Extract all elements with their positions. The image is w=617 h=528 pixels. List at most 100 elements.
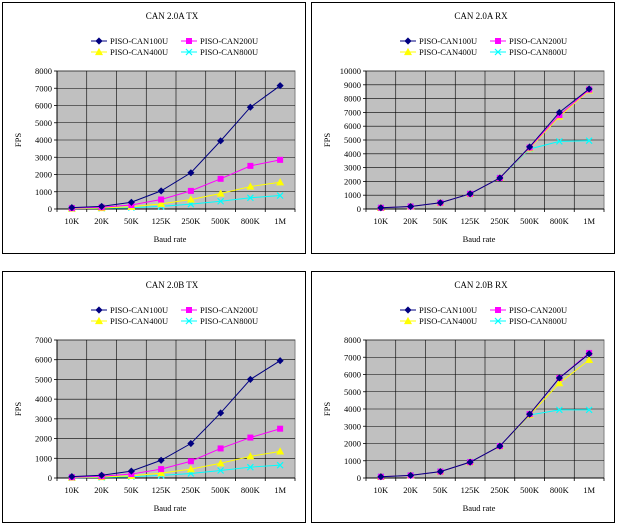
- legend-marker: [494, 48, 502, 56]
- legend-label: PISO-CAN200U: [509, 36, 567, 46]
- legend-item: PISO-CAN100U: [400, 36, 477, 46]
- legend: PISO-CAN100U PISO-CAN200U PISO-CAN400U PISO…: [400, 36, 567, 57]
- y-tick-label: 2000: [35, 434, 52, 444]
- x-tick-label: 10K: [374, 216, 390, 226]
- legend-marker: [186, 37, 193, 44]
- data-point: [186, 465, 195, 473]
- y-tick-label: 4000: [344, 149, 361, 159]
- legend-marker: [494, 317, 502, 325]
- legend-marker: [95, 37, 103, 45]
- legend: PISO-CAN100U PISO-CAN200U PISO-CAN400U PISO…: [91, 305, 258, 326]
- y-tick-label: 3000: [344, 163, 361, 173]
- y-tick-label: 1000: [344, 190, 361, 200]
- data-point: [216, 189, 225, 197]
- legend-item: PISO-CAN400U: [91, 47, 168, 57]
- x-tick-label: 250K: [490, 485, 510, 495]
- legend-marker: [185, 48, 193, 56]
- data-point: [496, 174, 504, 182]
- data-point: [68, 204, 76, 212]
- y-tick-label: 2000: [344, 176, 361, 186]
- legend-marker: [403, 47, 413, 56]
- data-point: [276, 82, 284, 90]
- data-point: [555, 137, 563, 145]
- data-point: [276, 461, 284, 469]
- data-point: [217, 445, 224, 452]
- data-point: [526, 143, 534, 151]
- y-tick-label: 5000: [344, 387, 361, 397]
- x-axis-title: Baud rate: [154, 234, 187, 244]
- x-tick-label: 125K: [461, 216, 481, 226]
- data-point: [277, 156, 284, 163]
- y-tick-label: 3000: [344, 421, 361, 431]
- series-group: [377, 350, 593, 481]
- data-point: [407, 202, 415, 211]
- y-tick-label: 5000: [35, 118, 52, 128]
- y-tick-label: 6000: [344, 121, 361, 131]
- y-tick-label: 0: [357, 473, 361, 483]
- data-point: [187, 187, 194, 194]
- legend: PISO-CAN100U PISO-CAN200U PISO-CAN400U PISO…: [91, 36, 258, 57]
- data-point: [246, 194, 254, 202]
- legend-item: PISO-CAN100U: [91, 305, 168, 315]
- x-tick-label: 1M: [583, 216, 595, 226]
- series-line: [71, 85, 281, 209]
- x-tick-label: 125K: [152, 485, 172, 495]
- data-point: [246, 375, 254, 383]
- x-tick-label: 500K: [520, 485, 540, 495]
- data-point: [187, 169, 195, 177]
- legend-item: PISO-CAN800U: [181, 47, 258, 57]
- y-axis-title: FPS: [13, 133, 23, 147]
- data-point: [217, 137, 225, 145]
- x-tick-label: 125K: [152, 216, 172, 226]
- x-tick-label: 800K: [241, 216, 261, 226]
- series-line: [71, 360, 281, 478]
- data-point: [217, 175, 224, 182]
- x-tick-label: 10K: [374, 485, 390, 495]
- legend-marker: [495, 37, 502, 44]
- x-tick-label: 1M: [274, 216, 286, 226]
- x-tick-label: 20K: [94, 216, 110, 226]
- x-tick-label: 20K: [94, 485, 110, 495]
- y-tick-label: 0: [48, 204, 52, 214]
- data-point: [277, 425, 284, 432]
- series-line: [71, 159, 281, 209]
- data-point: [216, 459, 225, 467]
- legend-label: PISO-CAN400U: [419, 316, 477, 326]
- y-tick-label: 3000: [35, 152, 52, 162]
- y-tick-label: 10000: [340, 66, 361, 76]
- series-line: [71, 181, 281, 209]
- x-tick-label: 50K: [124, 216, 140, 226]
- legend: PISO-CAN100U PISO-CAN200U PISO-CAN400U PISO…: [400, 305, 567, 326]
- data-point: [276, 192, 284, 199]
- data-point: [158, 196, 165, 203]
- data-point: [466, 458, 474, 466]
- data-point: [217, 197, 225, 205]
- chart-panel-can20b-rx: CAN 2.0B RX PISO-CAN100U PISO-CAN200U PISO-…: [311, 271, 615, 523]
- legend-label: PISO-CAN200U: [200, 305, 258, 315]
- legend-label: PISO-CAN100U: [110, 36, 168, 46]
- data-point: [186, 195, 195, 203]
- y-tick-label: 7000: [344, 352, 361, 362]
- legend-marker: [186, 306, 193, 313]
- series-line: [380, 353, 590, 478]
- legend-marker: [185, 317, 193, 325]
- x-tick-label: 500K: [520, 216, 540, 226]
- y-axis-title: FPS: [322, 133, 332, 147]
- data-point: [98, 202, 106, 210]
- y-tick-label: 2000: [344, 439, 361, 449]
- data-point: [68, 473, 76, 481]
- data-point: [436, 468, 444, 476]
- legend-marker: [404, 306, 412, 314]
- data-point: [585, 406, 593, 414]
- data-point: [585, 350, 593, 358]
- legend-item: PISO-CAN400U: [400, 316, 477, 326]
- y-axis-title: FPS: [322, 402, 332, 416]
- legend-label: PISO-CAN800U: [200, 316, 258, 326]
- x-tick-label: 250K: [181, 216, 201, 226]
- legend-marker: [94, 47, 104, 56]
- legend-label: PISO-CAN100U: [419, 36, 477, 46]
- x-tick-label: 50K: [433, 216, 449, 226]
- legend-item: PISO-CAN100U: [91, 36, 168, 46]
- data-point: [377, 204, 385, 212]
